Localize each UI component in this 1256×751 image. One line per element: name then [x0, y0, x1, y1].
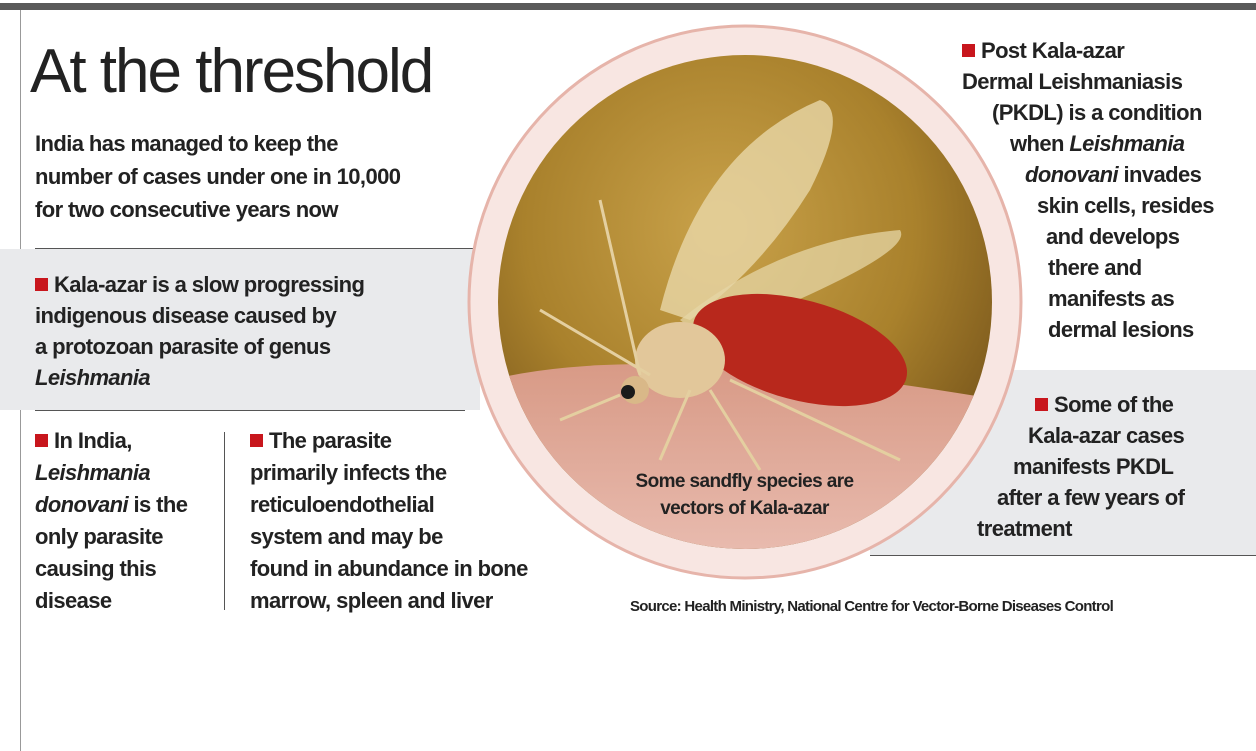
text: treatment: [977, 516, 1072, 541]
intro-line: India has managed to keep the: [35, 131, 339, 156]
text: donovani: [1025, 162, 1119, 187]
intro-line: number of cases under one in 10,000: [35, 164, 401, 189]
point-line: there and: [1048, 253, 1142, 283]
point-line: Leishmania: [35, 458, 151, 488]
point-line: Some of the: [1035, 390, 1174, 420]
text: Post Kala-azar: [981, 38, 1125, 63]
text: manifests as: [1048, 286, 1175, 311]
text: a protozoan parasite of genus: [35, 334, 331, 359]
text: system and may be: [250, 524, 443, 549]
text: donovani: [35, 492, 129, 517]
divider: [35, 410, 465, 411]
point-line: (PKDL) is a condition: [992, 98, 1202, 128]
point-line: a protozoan parasite of genus: [35, 332, 331, 362]
point-line: donovani invades: [1025, 160, 1202, 190]
column-divider: [224, 432, 225, 610]
text: marrow, spleen and liver: [250, 588, 493, 613]
left-band: [0, 249, 480, 410]
photo: [467, 24, 1023, 580]
text: causing this: [35, 556, 157, 581]
text: dermal lesions: [1048, 317, 1194, 342]
divider: [870, 555, 1256, 556]
skin: [498, 364, 992, 549]
point-line: Leishmania: [35, 363, 151, 393]
text: after a few years of: [997, 485, 1185, 510]
text: Dermal Leishmaniasis: [962, 69, 1183, 94]
point-line: indigenous disease caused by: [35, 301, 337, 331]
caption: Some sandfly species are: [635, 471, 855, 492]
wing: [660, 100, 833, 320]
divider: [35, 248, 475, 249]
bullet: [35, 434, 48, 447]
intro-line: for two consecutive years now: [35, 197, 339, 222]
text: disease: [35, 588, 112, 613]
point-line: manifests as: [1048, 284, 1175, 314]
text: is the: [127, 492, 188, 517]
point-line: dermal lesions: [1048, 315, 1194, 345]
text: primarily infects the: [250, 460, 447, 485]
point-line: treatment: [977, 514, 1072, 544]
point-line: after a few years of: [997, 483, 1185, 513]
text: The parasite: [269, 428, 392, 453]
thorax: [635, 322, 725, 398]
text: reticuloendothelial: [250, 492, 435, 517]
text: only parasite: [35, 524, 164, 549]
text: found in abundance in bone: [250, 556, 528, 581]
caption: vectors of Kala-azar: [660, 498, 829, 519]
text: there and: [1048, 255, 1142, 280]
point-line: causing this: [35, 554, 157, 584]
point-line: Kala-azar is a slow progressing: [35, 270, 365, 300]
eye: [621, 385, 635, 399]
text: and develops: [1046, 224, 1180, 249]
point-line: and develops: [1046, 222, 1180, 252]
point-line: system and may be: [250, 522, 443, 552]
text: In India,: [54, 428, 132, 453]
text: Kala-azar is a slow progressing: [54, 272, 365, 297]
legs: [539, 199, 901, 471]
point-line: Kala-azar cases: [1028, 421, 1185, 451]
point-line: disease: [35, 586, 112, 616]
text: manifests PKDL: [1013, 454, 1174, 479]
bullet: [962, 44, 975, 57]
top-bar: [0, 3, 1256, 10]
text: invades: [1117, 162, 1202, 187]
bullet: [35, 278, 48, 291]
text: (PKDL) is a condition: [992, 100, 1202, 125]
point-line: reticuloendothelial: [250, 490, 435, 520]
point-line: donovani is the: [35, 490, 188, 520]
point-line: primarily infects the: [250, 458, 447, 488]
point-line: The parasite: [250, 426, 392, 456]
bullet: [1035, 398, 1048, 411]
point-line: only parasite: [35, 522, 164, 552]
point-line: Dermal Leishmaniasis: [962, 67, 1183, 97]
source: Source: Health Ministry, National Centre…: [630, 598, 1114, 615]
point-line: Post Kala-azar: [962, 36, 1125, 66]
bullet: [250, 434, 263, 447]
point-line: when Leishmania: [1010, 129, 1185, 159]
title: At the threshold: [30, 37, 434, 106]
text: Kala-azar cases: [1028, 423, 1185, 448]
text: Some of the: [1054, 392, 1174, 417]
text: Leishmania: [1069, 131, 1185, 156]
abdomen: [692, 293, 908, 407]
text: when: [1010, 131, 1070, 156]
text: indigenous disease caused by: [35, 303, 337, 328]
text: Leishmania: [35, 460, 151, 485]
point-line: marrow, spleen and liver: [250, 586, 493, 616]
point-line: found in abundance in bone: [250, 554, 528, 584]
text: skin cells, resides: [1037, 193, 1215, 218]
text: Leishmania: [35, 365, 151, 390]
point-line: skin cells, resides: [1037, 191, 1215, 221]
point-line: In India,: [35, 426, 132, 456]
point-line: manifests PKDL: [1013, 452, 1174, 482]
